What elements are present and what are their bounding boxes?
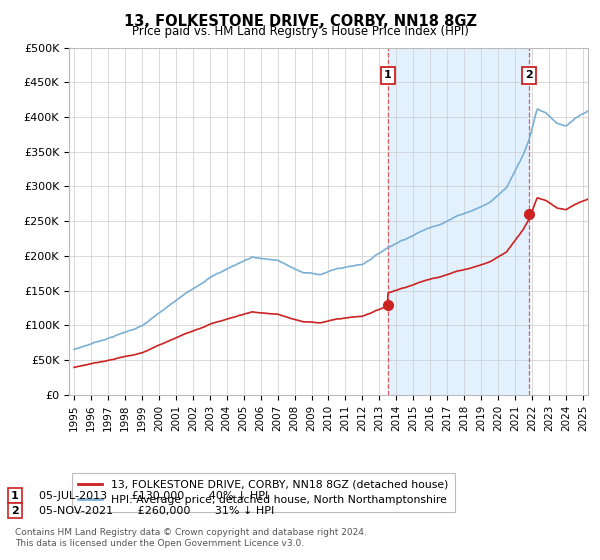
Legend: 13, FOLKESTONE DRIVE, CORBY, NN18 8GZ (detached house), HPI: Average price, deta: 13, FOLKESTONE DRIVE, CORBY, NN18 8GZ (d… [72,473,455,511]
Text: Contains HM Land Registry data © Crown copyright and database right 2024.
This d: Contains HM Land Registry data © Crown c… [15,528,367,548]
Bar [388,48,529,395]
Text: 05-NOV-2021       £260,000       31% ↓ HPI: 05-NOV-2021 £260,000 31% ↓ HPI [39,506,274,516]
Text: 05-JUL-2013       £130,000       40% ↓ HPI: 05-JUL-2013 £130,000 40% ↓ HPI [39,491,268,501]
Text: 2: 2 [525,71,533,81]
Text: 13, FOLKESTONE DRIVE, CORBY, NN18 8GZ: 13, FOLKESTONE DRIVE, CORBY, NN18 8GZ [124,14,476,29]
Text: 1: 1 [384,71,392,81]
Text: 2: 2 [11,506,19,516]
Text: Price paid vs. HM Land Registry's House Price Index (HPI): Price paid vs. HM Land Registry's House … [131,25,469,38]
Text: 1: 1 [11,491,19,501]
